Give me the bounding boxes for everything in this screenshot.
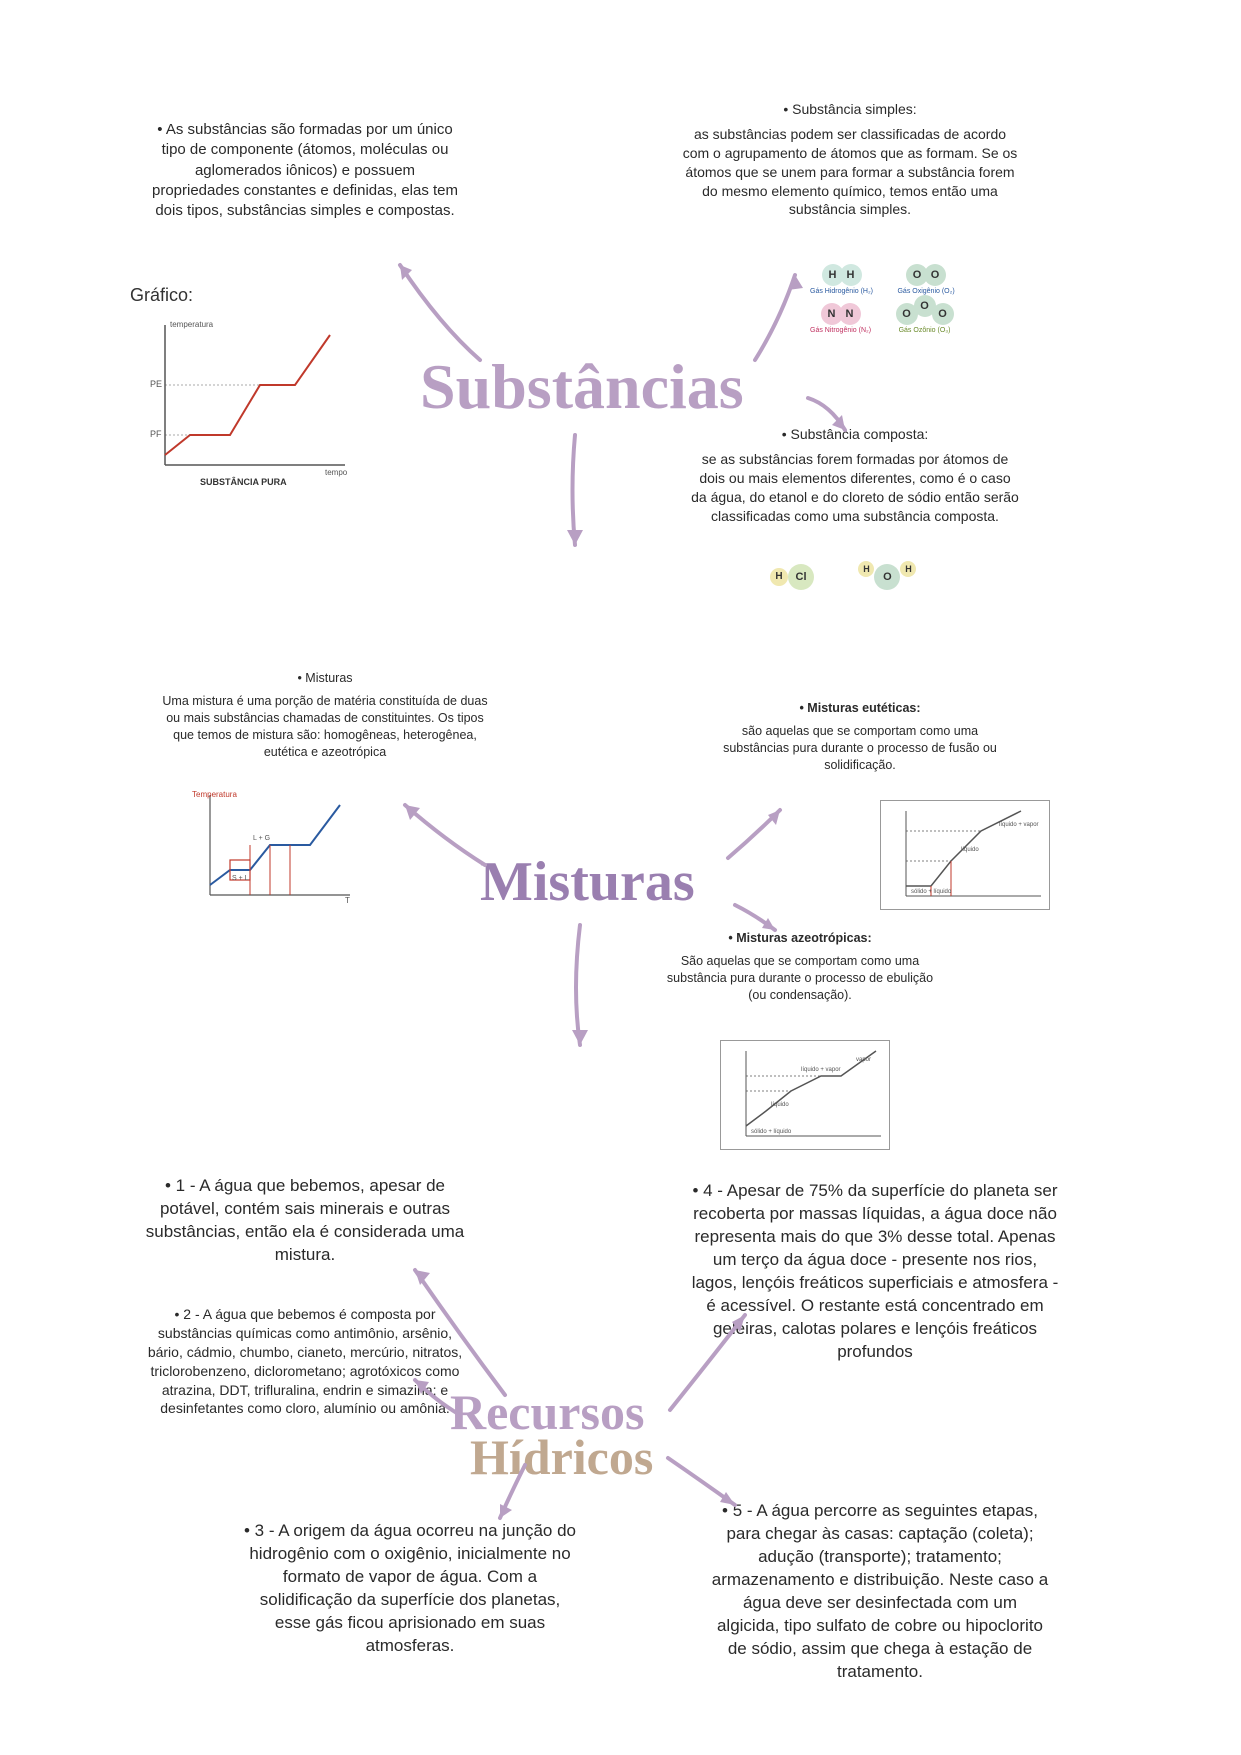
- misturas-euteticas: • Misturas eutéticas: são aquelas que se…: [710, 700, 1010, 774]
- svg-text:sólido + líquido: sólido + líquido: [751, 1129, 792, 1135]
- chart-eutetic: líquido líquido + vapor sólido + líquido: [880, 800, 1050, 910]
- substancias-intro: • As substâncias são formadas por um úni…: [150, 120, 460, 221]
- arrow-s1-right-up: [740, 260, 830, 370]
- arrow-s2-left: [390, 790, 500, 880]
- arrow-s3-4: [660, 1300, 760, 1420]
- svg-text:PE: PE: [150, 379, 162, 389]
- chart-substancia-pura: temperatura tempo PE PF SUBSTÂNCIA PURA: [130, 315, 360, 505]
- svg-text:T: T: [345, 896, 350, 905]
- recursos-item-5: • 5 - A água percorre as seguintes etapa…: [710, 1500, 1050, 1684]
- svg-text:líquido: líquido: [771, 1102, 789, 1108]
- arrow-s3-3: [490, 1460, 540, 1530]
- recursos-item-3: • 3 - A origem da água ocorreu na junção…: [240, 1520, 580, 1658]
- svg-text:Temperatura: Temperatura: [192, 790, 237, 799]
- arrow-s1-right-down: [800, 390, 860, 440]
- arrow-s2-right-down: [730, 900, 790, 940]
- svg-text:vapor: vapor: [856, 1057, 871, 1063]
- svg-text:S + L: S + L: [232, 875, 249, 882]
- svg-text:sólido + líquido: sólido + líquido: [911, 889, 952, 895]
- recursos-item-1: • 1 - A água que bebemos, apesar de potá…: [140, 1175, 470, 1267]
- chart-azeo: líquido + vapor líquido sólido + líquido…: [720, 1040, 890, 1150]
- svg-text:líquido + vapor: líquido + vapor: [801, 1067, 841, 1073]
- substancia-composta: • Substância composta: se as substâncias…: [690, 425, 1020, 525]
- arrow-s2-right-up: [720, 800, 800, 870]
- svg-text:L + G: L + G: [253, 835, 270, 842]
- arrow-s1-down: [555, 430, 595, 560]
- arrow-s3-5: [660, 1450, 750, 1520]
- arrow-s3-2: [405, 1370, 475, 1430]
- misturas-intro: • Misturas Uma mistura é uma porção de m…: [155, 670, 495, 760]
- misturas-azeotropicas: • Misturas azeotrópicas: São aquelas que…: [660, 930, 940, 1004]
- title-misturas: Misturas: [480, 850, 695, 914]
- molecules-simples: HHGás Hidrogênio (H₂) OOGás Oxigênio (O₂…: [800, 260, 1060, 338]
- svg-text:temperatura: temperatura: [170, 320, 214, 329]
- svg-text:tempo: tempo: [325, 468, 348, 477]
- grafico-label: Gráfico:: [130, 285, 193, 306]
- substancia-simples: • Substância simples: as substâncias pod…: [680, 100, 1020, 219]
- arrow-s2-down: [560, 920, 600, 1060]
- svg-text:SUBSTÂNCIA PURA: SUBSTÂNCIA PURA: [200, 476, 287, 487]
- arrow-s1-left: [380, 245, 500, 375]
- svg-text:líquido: líquido: [961, 847, 979, 853]
- molecules-composta: HCl HOH: [760, 560, 1020, 594]
- svg-text:líquido + vapor: líquido + vapor: [999, 822, 1039, 828]
- svg-text:PF: PF: [150, 429, 162, 439]
- chart-misturas: Temperatura T L + G S + L: [180, 785, 360, 915]
